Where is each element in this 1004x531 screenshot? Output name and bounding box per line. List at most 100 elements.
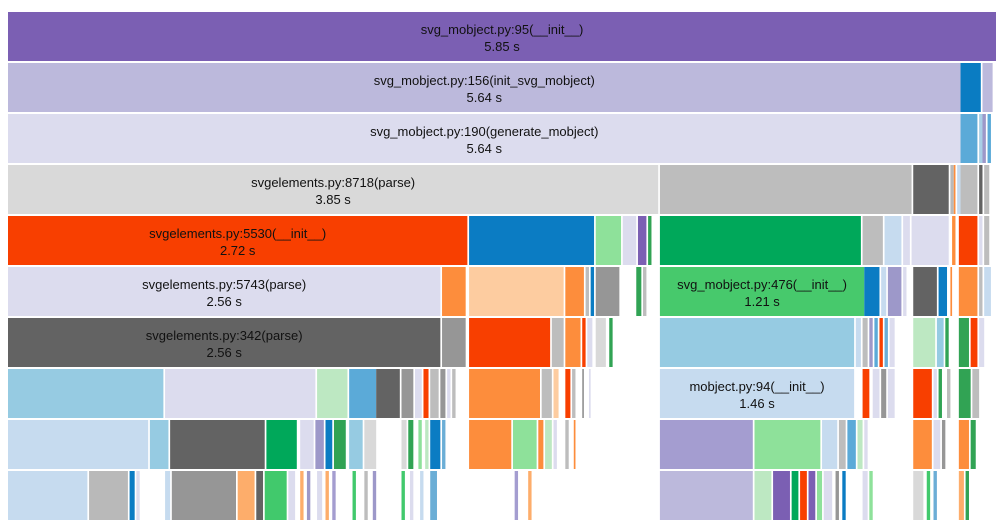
frame-7-12[interactable] — [469, 369, 540, 418]
frame-bar[interactable] — [332, 471, 336, 520]
frame-bar[interactable] — [333, 420, 346, 469]
frame-bar[interactable] — [979, 267, 983, 316]
frame-bar[interactable] — [933, 471, 937, 520]
frame-6-0[interactable]: svgelements.py:342(parse) 2.56 s — [8, 318, 441, 367]
frame-2-0[interactable]: svg_mobject.py:190(generate_mobject) 5.64… — [8, 114, 961, 163]
frame-bar[interactable] — [8, 12, 996, 61]
frame-bar[interactable] — [469, 369, 540, 418]
frame-bar[interactable] — [409, 471, 414, 520]
frame-bar[interactable] — [553, 369, 559, 418]
frame-6-20[interactable] — [958, 318, 969, 367]
frame-bar[interactable] — [979, 318, 985, 367]
frame-6-1[interactable] — [442, 318, 466, 367]
frame-7-5[interactable] — [401, 369, 414, 418]
frame-8-28[interactable] — [857, 420, 863, 469]
frame-6-10[interactable] — [855, 318, 861, 367]
frame-bar[interactable] — [659, 369, 855, 418]
frame-bar[interactable] — [862, 216, 883, 265]
frame-bar[interactable] — [754, 420, 821, 469]
frame-9-0[interactable] — [8, 471, 88, 520]
frame-9-13[interactable] — [325, 471, 329, 520]
frame-8-7[interactable] — [333, 420, 346, 469]
frame-4-1[interactable] — [469, 216, 595, 265]
frame-4-4[interactable] — [637, 216, 647, 265]
frame-6-8[interactable] — [609, 318, 613, 367]
frame-6-2[interactable] — [469, 318, 551, 367]
frame-bar[interactable] — [565, 420, 569, 469]
frame-bar[interactable] — [958, 369, 971, 418]
frame-bar[interactable] — [8, 471, 88, 520]
frame-bar[interactable] — [862, 369, 870, 418]
frame-4-13[interactable] — [979, 216, 983, 265]
frame-7-6[interactable] — [415, 369, 422, 418]
frame-bar[interactable] — [325, 471, 329, 520]
frame-bar[interactable] — [933, 420, 941, 469]
frame-bar[interactable] — [754, 471, 772, 520]
frame-bar[interactable] — [938, 369, 942, 418]
frame-bar[interactable] — [903, 216, 910, 265]
frame-6-14[interactable] — [879, 318, 883, 367]
frame-bar[interactable] — [913, 267, 937, 316]
frame-9-1[interactable] — [89, 471, 128, 520]
frame-8-30[interactable] — [913, 420, 932, 469]
frame-bar[interactable] — [984, 165, 990, 214]
frame-6-17[interactable] — [913, 318, 936, 367]
frame-5-1[interactable] — [442, 267, 466, 316]
frame-8-6[interactable] — [325, 420, 333, 469]
frame-7-10[interactable] — [447, 369, 451, 418]
frame-4-3[interactable] — [622, 216, 637, 265]
frame-9-2[interactable] — [129, 471, 135, 520]
frame-6-6[interactable] — [587, 318, 593, 367]
frame-bar[interactable] — [165, 369, 316, 418]
frame-bar[interactable] — [512, 420, 537, 469]
frame-5-12[interactable] — [887, 267, 902, 316]
frame-5-5[interactable] — [590, 267, 595, 316]
frame-bar[interactable] — [659, 216, 861, 265]
frame-5-3[interactable] — [565, 267, 584, 316]
frame-9-26[interactable] — [773, 471, 790, 520]
frame-6-21[interactable] — [970, 318, 978, 367]
frame-7-22[interactable] — [881, 369, 887, 418]
frame-bar[interactable] — [264, 471, 287, 520]
frame-8-34[interactable] — [970, 420, 976, 469]
frame-9-16[interactable] — [364, 471, 368, 520]
frame-7-14[interactable] — [553, 369, 559, 418]
frame-bar[interactable] — [364, 420, 377, 469]
frame-2-2[interactable] — [979, 114, 983, 163]
frame-bar[interactable] — [136, 471, 140, 520]
frame-3-4[interactable] — [953, 165, 956, 214]
frame-5-16[interactable] — [950, 267, 953, 316]
frame-9-38[interactable] — [933, 471, 937, 520]
frame-9-25[interactable] — [754, 471, 772, 520]
frame-8-31[interactable] — [933, 420, 941, 469]
frame-7-1[interactable] — [165, 369, 316, 418]
frame-8-2[interactable] — [170, 420, 265, 469]
frame-1-1[interactable] — [960, 63, 981, 112]
frame-bar[interactable] — [864, 420, 868, 469]
frame-bar[interactable] — [808, 471, 816, 520]
frame-6-19[interactable] — [945, 318, 949, 367]
frame-7-21[interactable] — [872, 369, 880, 418]
frame-7-27[interactable] — [947, 369, 951, 418]
frame-bar[interactable] — [430, 471, 437, 520]
frame-bar[interactable] — [447, 369, 451, 418]
frame-bar[interactable] — [8, 267, 441, 316]
frame-7-18[interactable] — [588, 369, 591, 418]
frame-9-14[interactable] — [332, 471, 336, 520]
frame-bar[interactable] — [816, 471, 823, 520]
frame-bar[interactable] — [256, 471, 264, 520]
frame-8-14[interactable] — [430, 420, 441, 469]
frame-bar[interactable] — [129, 471, 135, 520]
frame-bar[interactable] — [659, 471, 753, 520]
frame-6-16[interactable] — [889, 318, 895, 367]
frame-4-12[interactable] — [958, 216, 978, 265]
frame-7-9[interactable] — [440, 369, 446, 418]
frame-4-7[interactable] — [862, 216, 883, 265]
frame-7-20[interactable] — [862, 369, 870, 418]
frame-7-24[interactable] — [913, 369, 932, 418]
frame-bar[interactable] — [972, 369, 980, 418]
frame-7-26[interactable] — [938, 369, 942, 418]
frame-8-16[interactable] — [469, 420, 512, 469]
frame-9-31[interactable] — [823, 471, 833, 520]
frame-7-0[interactable] — [8, 369, 164, 418]
